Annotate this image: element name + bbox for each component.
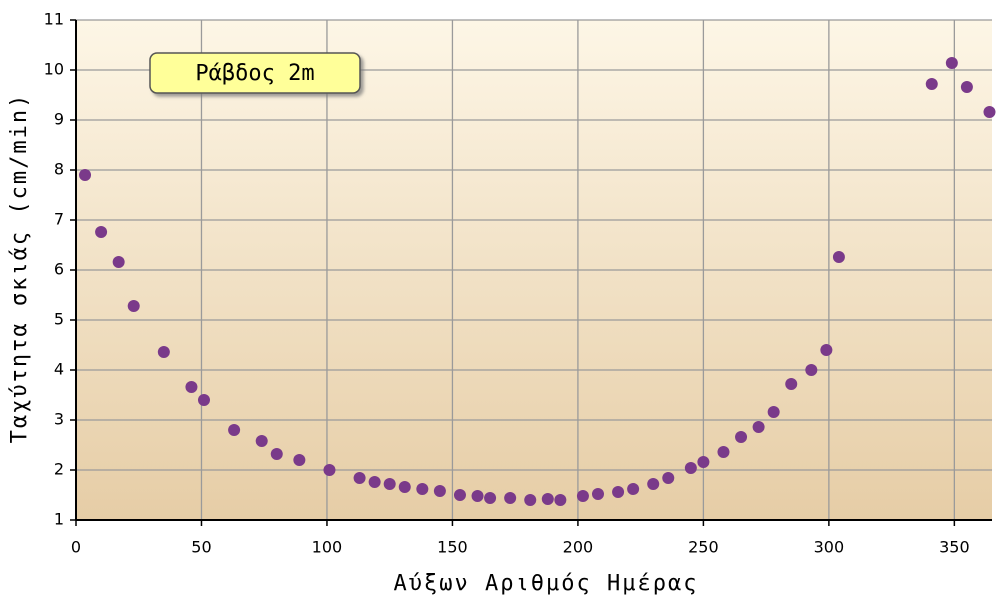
point bbox=[453, 489, 466, 501]
x-tick-label: 350 bbox=[939, 538, 970, 557]
point bbox=[820, 344, 833, 356]
point bbox=[383, 478, 396, 490]
point bbox=[293, 454, 306, 466]
y-tick-label: 11 bbox=[44, 10, 64, 29]
x-tick-label: 0 bbox=[71, 538, 81, 557]
point bbox=[627, 483, 640, 495]
point bbox=[805, 364, 818, 376]
point bbox=[157, 346, 170, 358]
annotation-box bbox=[149, 52, 361, 94]
y-tick-label: 2 bbox=[54, 460, 64, 479]
point bbox=[398, 481, 411, 493]
x-tick-label: 200 bbox=[563, 538, 594, 557]
y-tick-label: 9 bbox=[54, 110, 64, 129]
annotation-frame bbox=[149, 52, 361, 94]
point bbox=[662, 472, 675, 484]
x-tick-label: 100 bbox=[312, 538, 343, 557]
annotation: Ράβδος 2m bbox=[195, 61, 314, 86]
x-tick-label: 50 bbox=[191, 538, 211, 557]
point bbox=[983, 106, 996, 118]
point bbox=[433, 485, 446, 497]
point bbox=[832, 251, 845, 263]
point bbox=[735, 431, 748, 443]
y-tick-label: 1 bbox=[54, 510, 64, 529]
point bbox=[270, 448, 283, 460]
point bbox=[185, 381, 198, 393]
point bbox=[353, 472, 366, 484]
point bbox=[647, 478, 660, 490]
point bbox=[925, 78, 938, 90]
y-tick-label: 8 bbox=[54, 160, 64, 179]
point bbox=[127, 300, 140, 312]
y-tick-label: 6 bbox=[54, 260, 64, 279]
point bbox=[112, 256, 125, 268]
point bbox=[323, 464, 336, 476]
y-tick-label: 7 bbox=[54, 210, 64, 229]
point bbox=[416, 483, 429, 495]
point bbox=[752, 421, 765, 433]
point bbox=[471, 490, 484, 502]
point bbox=[960, 81, 973, 93]
x-tick-label: 250 bbox=[688, 538, 719, 557]
point bbox=[717, 446, 730, 458]
point bbox=[591, 488, 604, 500]
point bbox=[255, 435, 268, 447]
point bbox=[945, 57, 958, 69]
point bbox=[785, 378, 798, 390]
y-tick-label: 5 bbox=[54, 310, 64, 329]
point bbox=[368, 476, 381, 488]
point bbox=[554, 494, 567, 506]
point bbox=[684, 462, 697, 474]
x-axis-label: Αύξων Αριθμός Ημέρας bbox=[394, 571, 699, 596]
point bbox=[228, 424, 241, 436]
point bbox=[576, 490, 589, 502]
y-tick-label: 10 bbox=[44, 60, 64, 79]
point bbox=[504, 492, 517, 504]
point bbox=[79, 169, 92, 181]
y-tick-label: 4 bbox=[54, 360, 64, 379]
point bbox=[95, 226, 108, 238]
point bbox=[612, 486, 625, 498]
point bbox=[697, 456, 710, 468]
point bbox=[541, 493, 554, 505]
y-axis-label: Ταχύτητα σκιάς (cm/min) bbox=[7, 93, 32, 444]
point bbox=[767, 406, 780, 418]
point bbox=[197, 394, 210, 406]
point bbox=[524, 494, 537, 506]
point bbox=[484, 492, 497, 504]
x-tick-label: 150 bbox=[437, 538, 468, 557]
x-tick-label: 300 bbox=[814, 538, 845, 557]
y-tick-label: 3 bbox=[54, 410, 64, 429]
